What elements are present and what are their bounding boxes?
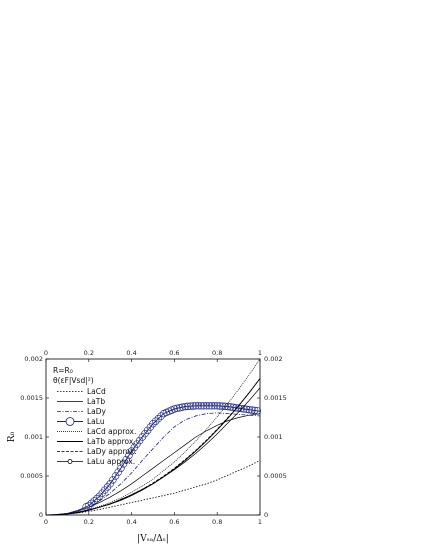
- series-marker-lalu: [117, 464, 125, 472]
- x-tick-label: 0.2: [84, 518, 94, 526]
- legend-label-lalu-approx: LaLu approx.: [87, 457, 135, 466]
- series-marker-lalu: [237, 404, 245, 413]
- series-marker-lalu: [85, 501, 93, 510]
- series-line-lady: [45, 412, 261, 516]
- series-marker-lalu: [197, 402, 205, 410]
- series-marker-lalu: [111, 472, 120, 480]
- y-tick-label: 0.002: [24, 355, 43, 363]
- series-line-lady-approx: [45, 378, 261, 516]
- series-marker-lalu: [226, 403, 235, 411]
- x-tick-label-top: 1: [258, 349, 262, 357]
- series-marker-lalu: [216, 402, 224, 410]
- series-marker-lalu: [186, 402, 195, 410]
- series-marker-lalu: [173, 404, 181, 413]
- series-marker-lalu: [184, 402, 192, 411]
- y-tick-label: 0: [39, 511, 43, 519]
- series-marker-lalu: [119, 460, 128, 468]
- series-marker-lalu: [149, 420, 157, 428]
- legend-label-lady: LaDy: [87, 407, 107, 416]
- series-marker-lalu: [122, 455, 130, 464]
- series-line-lalu-approx: [45, 387, 261, 516]
- series-marker-lalu: [208, 402, 216, 410]
- series-layer: [45, 358, 262, 516]
- x-tick-label-top: 0.8: [212, 349, 222, 357]
- y-tick-label-right: 0.002: [264, 355, 283, 363]
- series-marker-lalu: [200, 402, 208, 410]
- series-marker-lalu: [202, 402, 211, 410]
- series-marker-lalu: [189, 402, 197, 410]
- legend-label-latb-approx: LaTb approx.: [87, 437, 136, 446]
- series-marker-lalu: [154, 414, 163, 423]
- series-marker-lalu: [240, 405, 248, 413]
- series-line-lalu: [45, 405, 261, 516]
- series-marker-lalu: [210, 402, 219, 410]
- x-tick-label-top: 0: [44, 349, 48, 357]
- series-marker-lalu: [157, 412, 165, 420]
- series-marker-lalu: [205, 402, 213, 410]
- series-marker-lalu: [194, 402, 203, 410]
- x-tick-label-top: 0.4: [126, 349, 136, 357]
- y-tick-label: 0.001: [24, 433, 43, 441]
- series-marker-lalu: [250, 406, 259, 415]
- x-tick-label: 0.8: [212, 518, 222, 526]
- x-tick-label: 0.4: [126, 518, 136, 526]
- y-tick-label-right: 0.0015: [264, 394, 287, 402]
- x-tick-label-top: 0.2: [84, 349, 94, 357]
- series-marker-lalu: [181, 402, 189, 411]
- series-marker-lalu: [114, 468, 122, 476]
- y-tick-label-right: 0.0005: [264, 472, 287, 480]
- x-axis-title: |Vₛₐ/Δₛ|: [137, 534, 169, 544]
- series-marker-lalu: [176, 404, 184, 412]
- series-marker-lalu: [178, 403, 187, 411]
- legend-annotation: θ(εF|Vsd|²): [53, 376, 94, 385]
- x-tick-label: 1: [258, 518, 262, 526]
- y-tick-label: 0.0015: [20, 394, 43, 402]
- series-marker-lalu: [90, 497, 98, 505]
- series-marker-lalu: [253, 407, 262, 415]
- y-tick-label-right: 0.001: [264, 433, 283, 441]
- legend-marker: [67, 459, 73, 464]
- x-tick-label: 0.6: [169, 518, 179, 526]
- series-marker-lalu: [170, 405, 179, 413]
- y-axis-title: R₀: [7, 431, 17, 442]
- series-marker-lalu: [109, 476, 117, 484]
- series-marker-lalu: [151, 417, 160, 425]
- series-marker-lalu: [245, 406, 254, 414]
- legend-annotation: R=R₀: [53, 366, 73, 375]
- series-marker-lalu: [93, 494, 101, 503]
- legend-label-lalu: LaLu: [87, 417, 105, 426]
- series-marker-lalu: [224, 402, 232, 411]
- series-marker-lalu: [192, 402, 200, 410]
- x-tick-label-top: 0.6: [169, 349, 179, 357]
- series-marker-lalu: [248, 406, 256, 414]
- x-tick-label: 0: [44, 518, 48, 526]
- series-marker-lalu: [232, 404, 240, 412]
- legend-label-latb: LaTb: [87, 397, 105, 406]
- legend-label-lady-approx: LaDy approx.: [87, 447, 137, 456]
- series-marker-lalu: [87, 499, 96, 507]
- legend-marker: [65, 417, 75, 426]
- series-marker-lalu: [213, 402, 221, 410]
- series-line-lacd: [45, 460, 261, 516]
- series-marker-lalu: [125, 451, 133, 460]
- legend-label-lacd: LaCd: [87, 387, 106, 396]
- y-tick-label: 0.0005: [20, 472, 43, 480]
- series-line-latb-approx: [45, 378, 261, 516]
- series-marker-lalu: [221, 402, 229, 411]
- y-tick-label-right: 0: [264, 511, 268, 519]
- series-line-lacd-approx: [45, 358, 261, 516]
- series-marker-lalu: [242, 405, 251, 414]
- series-marker-lalu: [106, 480, 114, 488]
- legend-label-lacd-approx: LaCd approx.: [87, 427, 136, 436]
